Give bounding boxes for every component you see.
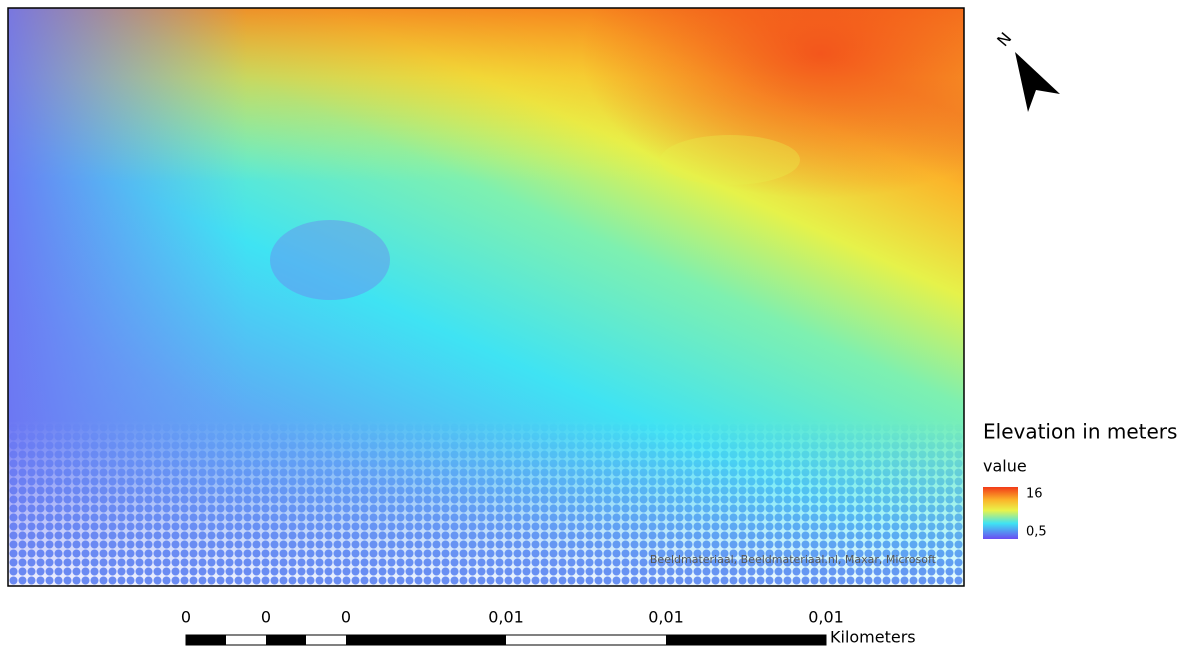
- north-arrow: N: [993, 29, 1060, 112]
- scale-segment: [266, 635, 306, 645]
- map-border: [7, 7, 965, 587]
- scale-label: 0: [341, 608, 351, 627]
- scale-bar: 0 0 0 0,01 0,01 0,01 Kilometers: [181, 608, 916, 647]
- scale-segment: [346, 635, 506, 645]
- point-pattern: [8, 420, 964, 586]
- scale-label: 0,01: [488, 608, 524, 627]
- north-arrow-shape: [1015, 52, 1060, 112]
- legend-title: Elevation in meters: [983, 420, 1177, 444]
- scale-segment: [666, 635, 826, 645]
- attribution: Beeldmateriaal, Beeldmateriaal.nl, Maxar…: [650, 553, 937, 566]
- scale-label: 0,01: [808, 608, 844, 627]
- legend-field: value: [983, 457, 1027, 476]
- legend-high: 16: [1026, 487, 1043, 502]
- scale-unit: Kilometers: [830, 628, 916, 647]
- depression: [270, 220, 390, 300]
- legend-low: 0,5: [1026, 525, 1047, 540]
- legend: Elevation in meters value 16 0,5: [983, 420, 1177, 540]
- map-frame: Beeldmateriaal, Beeldmateriaal.nl, Maxar…: [8, 8, 964, 586]
- scale-segment: [186, 635, 226, 645]
- legend-ramp: [983, 487, 1018, 539]
- scale-label: 0: [261, 608, 271, 627]
- scale-label: 0: [181, 608, 191, 627]
- north-label: N: [993, 29, 1015, 50]
- scale-label: 0,01: [648, 608, 684, 627]
- dune: [660, 135, 800, 185]
